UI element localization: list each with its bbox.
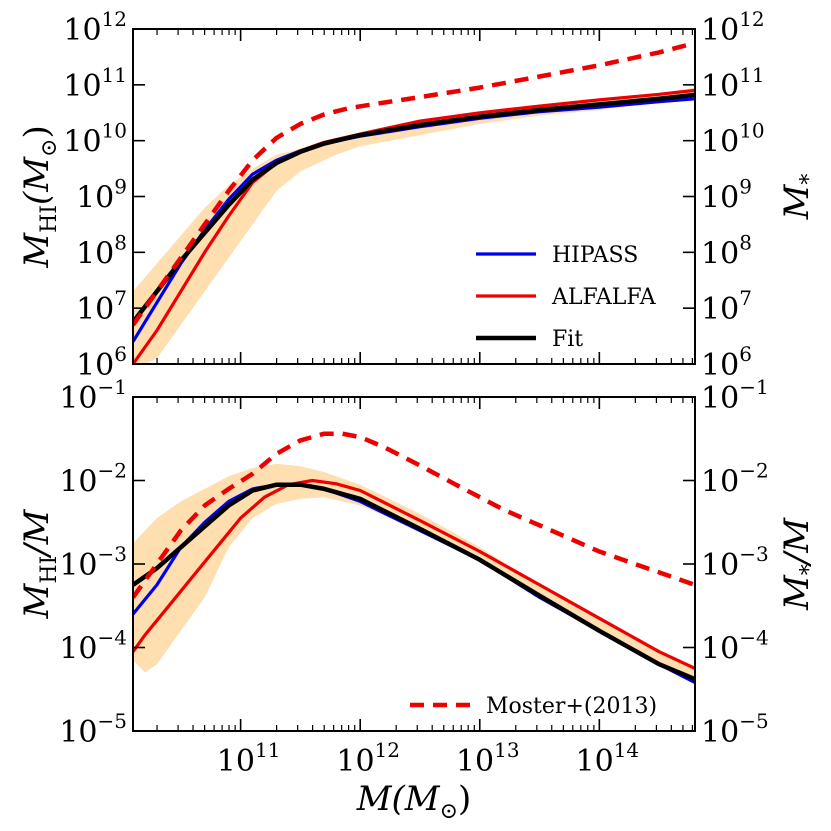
top-scatter-band — [133, 87, 695, 364]
bottom-ytick-label: 10−1 — [59, 375, 127, 416]
bottom-scatter-band — [133, 463, 695, 677]
bottom-ylabel-right: M*/M — [777, 517, 822, 611]
top-ytick-label: 1010 — [63, 119, 127, 160]
bottom-xlabel: M(M⊙) — [356, 779, 472, 824]
top-ytick-label-right: 1011 — [701, 63, 765, 104]
legend-label: ALFALFA — [551, 285, 657, 310]
bottom-panel: 10−5 10−5 10−4 10−4 10−3 10−3 10−2 10−2 10−1 10−1… — [17, 375, 822, 824]
legend-label: Moster+(2013) — [486, 694, 657, 719]
top-ylabel-right: M* — [777, 174, 822, 221]
bottom-series-fit — [133, 482, 695, 682]
bottom-ylabel-left: MHI/M — [17, 508, 62, 619]
top-ytick-label: 109 — [76, 175, 127, 216]
bottom-ytick-label-right: 10−2 — [701, 459, 769, 500]
top-ticks — [133, 28, 695, 365]
top-ytick-label: 1012 — [63, 7, 127, 48]
bottom-ytick-label: 10−4 — [59, 626, 127, 667]
bottom-xtick-label: 1013 — [456, 738, 520, 779]
top-panel: 106 106 107 107 108 108 109 109 1010 1010 1011 1011… — [17, 7, 822, 383]
bottom-legend: Moster+(2013) — [410, 694, 657, 719]
top-ytick-label-right: 106 — [701, 342, 752, 383]
top-ytick-label: 1011 — [63, 63, 127, 104]
bottom-series-moster-2013 — [133, 431, 695, 599]
bottom-xtick-label: 1011 — [217, 738, 281, 779]
bottom-ytick-label: 10−5 — [59, 709, 127, 750]
bottom-xtick-label: 1012 — [336, 738, 400, 779]
top-ytick-label-right: 1010 — [701, 119, 765, 160]
top-ytick-label: 107 — [76, 286, 127, 327]
bottom-ytick-label-right: 10−3 — [701, 542, 769, 583]
top-plot-area — [133, 40, 695, 364]
top-ytick-label: 108 — [76, 230, 127, 271]
top-ytick-label: 106 — [76, 342, 127, 383]
legend-label: Fit — [552, 327, 583, 352]
bottom-series-alfalfa — [133, 478, 695, 670]
top-series-fit — [133, 92, 695, 324]
bottom-ytick-label: 10−2 — [59, 459, 127, 500]
top-ytick-label-right: 108 — [701, 230, 752, 271]
top-ytick-label-right: 1012 — [701, 7, 765, 48]
bottom-ticks — [133, 396, 695, 732]
bottom-ytick-label-right: 10−4 — [701, 626, 769, 667]
top-legend: HIPASS ALFALFA Fit — [476, 243, 657, 352]
bottom-plot-area — [133, 431, 695, 685]
legend-label: HIPASS — [552, 243, 638, 268]
bottom-ytick-label-right: 10−1 — [701, 375, 769, 416]
top-series-moster-2013 — [133, 40, 695, 327]
bottom-ytick-label-right: 10−5 — [701, 709, 769, 750]
bottom-ytick-label: 10−3 — [59, 542, 127, 583]
top-ytick-label-right: 107 — [701, 286, 752, 327]
top-ytick-label-right: 109 — [701, 175, 752, 216]
top-ylabel-left: MHI(M⊙) — [17, 125, 62, 269]
bottom-xtick-label: 1014 — [576, 738, 640, 779]
